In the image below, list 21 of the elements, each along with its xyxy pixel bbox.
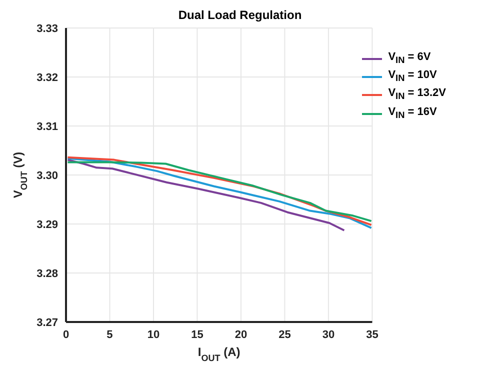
x-tick-label: 10 [147, 328, 160, 341]
x-axis-title: I$_{OUT}$ (A) [198, 345, 240, 363]
x-tick-label: 35 [366, 328, 378, 341]
legend-label: V$_{IN}$ = 10V [388, 68, 437, 86]
y-tick-label: 3.29 [36, 218, 58, 231]
chart-title: Dual Load Regulation [177, 8, 303, 24]
x-tick-label: 15 [191, 328, 204, 341]
y-tick-label: 3.32 [36, 72, 58, 84]
x-tick-label: 25 [278, 328, 291, 341]
x-tick-label: 20 [234, 328, 248, 341]
x-tick-label: 0 [62, 328, 70, 341]
legend-label: V$_{IN}$ = 6V [388, 50, 431, 68]
y-tick-label: 3.30 [36, 170, 58, 182]
y-tick-label: 3.28 [36, 268, 58, 280]
y-tick-label: 3.27 [36, 316, 58, 329]
y-tick-label: 3.31 [36, 120, 58, 133]
legend-label: V$_{IN}$ = 13.2V [388, 86, 446, 104]
x-tick-label: 5 [106, 328, 113, 341]
y-tick-label: 3.33 [36, 22, 58, 35]
x-tick-label: 30 [322, 328, 335, 341]
legend-label: V$_{IN}$ = 16V [388, 104, 437, 122]
